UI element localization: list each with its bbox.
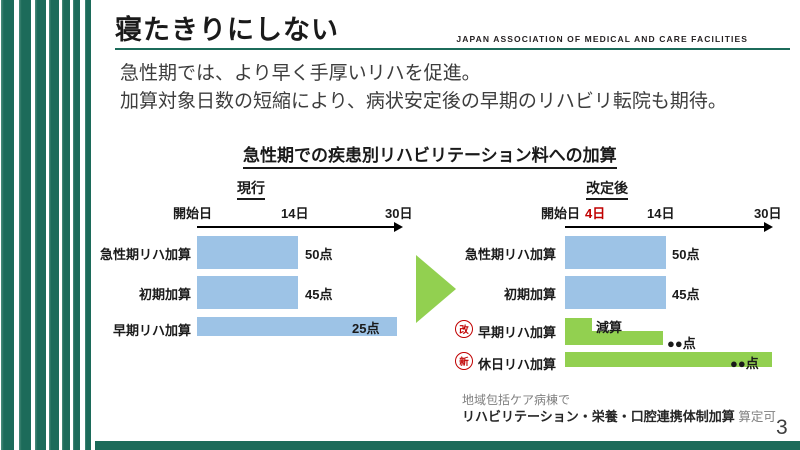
revised-row1-label: 急性期リハ加算 bbox=[464, 247, 556, 262]
current-axis-day14: 14日 bbox=[281, 206, 309, 221]
organization-name: JAPAN ASSOCIATION OF MEDICAL AND CARE FA… bbox=[456, 34, 748, 44]
revised-row3-label: 早期リハ加算 bbox=[477, 325, 556, 340]
current-row1-value: 50点 bbox=[305, 247, 333, 262]
footnote-line2-bold: リハビリテーション・栄養・口腔連携体制加算 bbox=[462, 409, 735, 424]
title-underline bbox=[115, 48, 790, 50]
current-bar-initial bbox=[197, 276, 298, 309]
stripe bbox=[62, 0, 70, 450]
revised-row2-value: 45点 bbox=[672, 287, 700, 302]
revised-axis-day14: 14日 bbox=[647, 206, 675, 221]
revised-axis-arrow bbox=[565, 222, 773, 232]
current-axis-day30: 30日 bbox=[385, 206, 413, 221]
revised-axis-day4: 4日 bbox=[585, 206, 606, 221]
revised-row1-value: 50点 bbox=[672, 247, 700, 262]
lead-text: 急性期では、より早く手厚いリハを促進。 加算対象日数の短縮により、病状安定後の早… bbox=[120, 60, 727, 116]
stripe bbox=[85, 0, 91, 450]
revised-axis-day30: 30日 bbox=[754, 206, 782, 221]
stripe bbox=[1, 0, 14, 450]
current-axis-start: 開始日 bbox=[173, 206, 213, 221]
current-row2-label: 初期加算 bbox=[138, 287, 191, 302]
footnote-line2: リハビリテーション・栄養・口腔連携体制加算 算定可 bbox=[462, 406, 776, 425]
current-row2-value: 45点 bbox=[305, 287, 333, 302]
revised-row3-note: 減算 bbox=[596, 320, 623, 335]
page-number: 3 bbox=[776, 416, 788, 439]
revised-bar-initial bbox=[565, 276, 666, 309]
revised-panel-title: 改定後 bbox=[586, 178, 628, 200]
slide-title: 寝たきりにしない bbox=[115, 15, 339, 45]
kai-badge: 改 bbox=[455, 320, 473, 338]
current-row3-label: 早期リハ加算 bbox=[112, 323, 191, 338]
revised-bar-early-full bbox=[565, 318, 592, 345]
bottom-accent-bar bbox=[95, 441, 800, 450]
current-bar-acute bbox=[197, 236, 298, 269]
stripe bbox=[73, 0, 80, 450]
footnote-line2-tail: 算定可 bbox=[738, 410, 776, 424]
transition-arrow-icon bbox=[416, 255, 456, 323]
revised-bar-early-reduced bbox=[592, 331, 663, 345]
left-stripe-decoration bbox=[0, 0, 95, 450]
stripe bbox=[49, 0, 59, 450]
revised-axis-start: 開始日 bbox=[541, 206, 581, 221]
revised-row3-value: ●●点 bbox=[667, 336, 696, 351]
current-bar-early bbox=[197, 317, 397, 336]
chart-heading: 急性期での疾患別リハビリテーション料への加算 bbox=[243, 141, 617, 169]
current-panel-title: 現行 bbox=[237, 178, 265, 200]
stripe bbox=[35, 0, 46, 450]
revised-bar-holiday bbox=[565, 352, 772, 367]
revised-row2-label: 初期加算 bbox=[503, 287, 556, 302]
current-axis-arrow bbox=[197, 222, 403, 232]
current-row3-value: 25点 bbox=[352, 321, 380, 336]
current-row1-label: 急性期リハ加算 bbox=[99, 247, 191, 262]
lead-line-1: 急性期では、より早く手厚いリハを促進。 bbox=[120, 63, 481, 84]
revised-row4-value: ●●点 bbox=[730, 356, 759, 371]
shin-badge: 新 bbox=[455, 352, 473, 370]
lead-line-2: 加算対象日数の短縮により、病状安定後の早期のリハビリ転院も期待。 bbox=[120, 91, 727, 112]
revised-row4-label: 休日リハ加算 bbox=[477, 357, 556, 372]
revised-bar-acute bbox=[565, 236, 666, 269]
stripe bbox=[19, 0, 31, 450]
footnote-line1: 地域包括ケア病棟で bbox=[462, 393, 571, 407]
